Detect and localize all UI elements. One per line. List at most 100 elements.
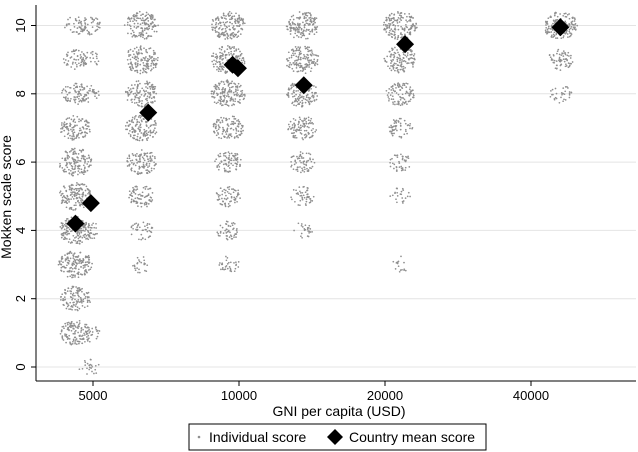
individual-score-dot bbox=[240, 124, 243, 127]
individual-score-dot bbox=[308, 126, 310, 129]
individual-score-dot bbox=[233, 198, 236, 201]
individual-score-dot bbox=[397, 24, 399, 27]
individual-score-dot bbox=[304, 63, 307, 66]
individual-score-dot bbox=[65, 225, 68, 228]
individual-score-dot bbox=[397, 82, 400, 84]
individual-score-dot bbox=[300, 52, 302, 55]
individual-score-dot bbox=[72, 128, 75, 131]
individual-score-dot bbox=[392, 53, 395, 56]
individual-score-dot bbox=[134, 124, 137, 127]
individual-score-dot bbox=[84, 230, 86, 232]
individual-score-dot bbox=[222, 130, 225, 132]
individual-score-dot bbox=[553, 14, 556, 17]
individual-score-dot bbox=[137, 96, 139, 99]
individual-score-dot bbox=[66, 253, 69, 255]
individual-score-dot bbox=[236, 156, 239, 159]
individual-score-dot bbox=[548, 53, 551, 56]
individual-score-dot bbox=[313, 60, 315, 63]
individual-score-dot bbox=[397, 11, 399, 13]
individual-score-dot bbox=[76, 306, 79, 309]
individual-score-dot bbox=[223, 83, 226, 86]
x-tick-label: 20000 bbox=[367, 388, 403, 403]
individual-score-dot bbox=[152, 59, 155, 62]
individual-score-dot bbox=[221, 268, 224, 271]
individual-score-dot bbox=[236, 92, 239, 94]
individual-score-dot bbox=[395, 198, 397, 201]
individual-score-dot bbox=[65, 23, 68, 26]
individual-score-dot bbox=[226, 235, 229, 237]
individual-score-dot bbox=[136, 152, 138, 155]
individual-score-dot bbox=[232, 128, 235, 131]
individual-score-dot bbox=[395, 87, 397, 89]
individual-score-dot bbox=[309, 12, 311, 14]
individual-score-dot bbox=[289, 62, 291, 64]
individual-score-dot bbox=[219, 103, 222, 105]
individual-score-dot bbox=[304, 13, 307, 16]
individual-score-dot bbox=[78, 136, 80, 139]
individual-score-dot bbox=[221, 28, 223, 31]
individual-score-dot bbox=[81, 51, 83, 53]
individual-score-dot bbox=[299, 190, 301, 193]
individual-score-dot bbox=[295, 55, 298, 58]
individual-score-dot bbox=[573, 20, 576, 22]
individual-score-dot bbox=[140, 31, 142, 34]
individual-score-dot bbox=[80, 229, 83, 232]
individual-score-dot bbox=[128, 93, 131, 96]
individual-score-dot bbox=[66, 133, 69, 136]
individual-score-dot bbox=[562, 36, 565, 39]
individual-score-dot bbox=[218, 155, 220, 158]
individual-score-dot bbox=[412, 16, 414, 19]
individual-score-dot bbox=[295, 67, 298, 69]
individual-score-dot bbox=[219, 57, 221, 60]
individual-score-dot bbox=[63, 129, 66, 132]
individual-score-dot bbox=[293, 127, 295, 129]
individual-score-dot bbox=[290, 165, 292, 168]
individual-score-dot bbox=[71, 137, 74, 140]
individual-score-dot bbox=[294, 136, 296, 139]
individual-score-dot bbox=[78, 62, 80, 65]
x-tick-label: 10000 bbox=[221, 388, 257, 403]
individual-score-dot bbox=[137, 60, 139, 62]
individual-score-dot bbox=[233, 45, 235, 48]
individual-score-dot bbox=[141, 87, 144, 90]
individual-score-dot bbox=[308, 136, 311, 139]
individual-score-dot bbox=[90, 226, 93, 229]
individual-score-dot bbox=[315, 86, 317, 88]
individual-score-dot bbox=[61, 89, 64, 92]
individual-score-dot bbox=[140, 238, 143, 241]
individual-score-dot bbox=[303, 117, 306, 120]
individual-score-dot bbox=[155, 30, 158, 33]
individual-score-dot bbox=[295, 136, 298, 139]
individual-score-dot bbox=[237, 193, 240, 196]
individual-score-dot bbox=[298, 129, 301, 132]
individual-score-dot bbox=[405, 90, 408, 93]
individual-score-dot bbox=[89, 301, 91, 303]
individual-score-dot bbox=[153, 155, 156, 158]
individual-score-dot bbox=[79, 260, 81, 263]
individual-score-dot bbox=[154, 163, 157, 165]
individual-score-dot bbox=[234, 157, 236, 159]
individual-score-dot bbox=[84, 155, 86, 158]
individual-score-dots bbox=[57, 10, 579, 375]
individual-score-dot bbox=[132, 224, 134, 227]
individual-score-dot bbox=[136, 85, 139, 88]
individual-score-dot bbox=[398, 135, 401, 138]
individual-score-dot bbox=[299, 199, 302, 202]
individual-score-dot bbox=[82, 300, 85, 303]
individual-score-dot bbox=[84, 261, 87, 264]
individual-score-dot bbox=[301, 191, 304, 194]
individual-score-dot bbox=[148, 165, 151, 167]
individual-score-dot bbox=[69, 163, 72, 165]
individual-score-dot bbox=[219, 194, 221, 197]
individual-score-dot bbox=[405, 19, 407, 22]
individual-score-dot bbox=[290, 24, 292, 27]
individual-score-dot bbox=[214, 31, 217, 33]
individual-score-dot bbox=[400, 36, 403, 39]
individual-score-dot bbox=[398, 61, 401, 64]
individual-score-dot bbox=[124, 125, 127, 127]
individual-score-dot bbox=[70, 305, 73, 308]
individual-score-dot bbox=[218, 65, 221, 68]
individual-score-dot bbox=[401, 268, 403, 271]
individual-score-dot bbox=[410, 50, 413, 53]
individual-score-dot bbox=[81, 131, 84, 134]
